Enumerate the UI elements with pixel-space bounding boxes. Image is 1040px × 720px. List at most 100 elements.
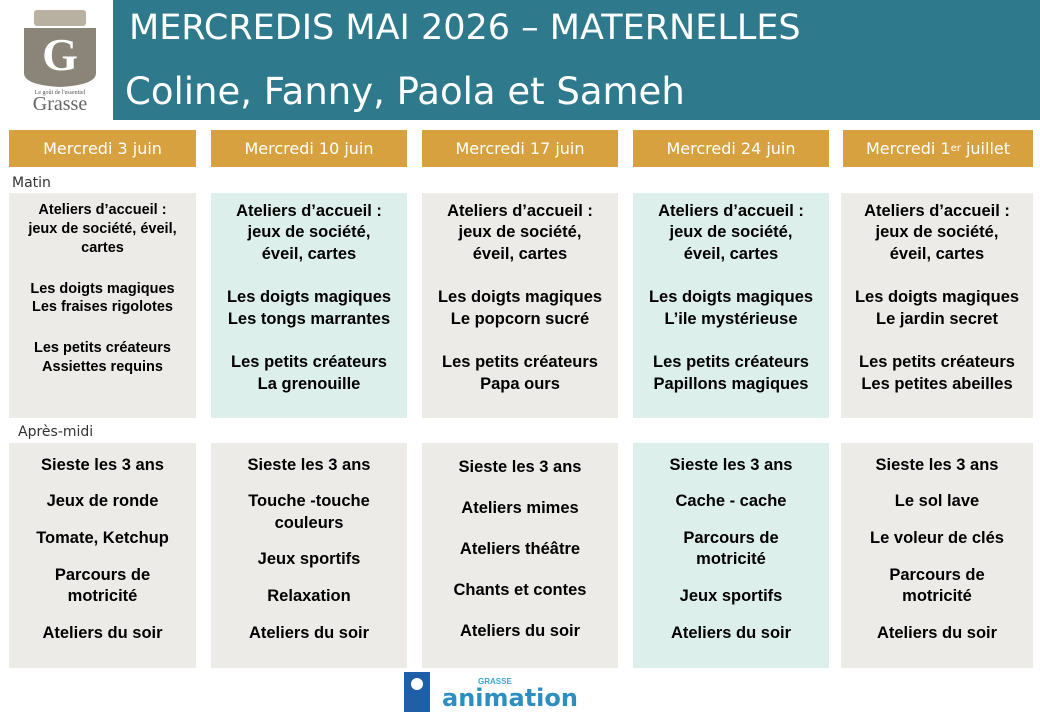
afternoon-box: Sieste les 3 ans Cache - cache Parcours de…	[633, 443, 829, 668]
activity: Parcours de	[54, 565, 151, 584]
activity-group: Sieste les 3 ans	[248, 455, 371, 476]
activity: Ateliers théâtre	[459, 539, 581, 558]
activity: Ateliers d’accueil :	[236, 202, 382, 220]
activity-group: Sieste les 3 ans	[876, 455, 999, 476]
activity-group: Les petits créateurs Assiettes requins	[34, 339, 171, 377]
activity-group: Jeux sportifs	[258, 549, 361, 570]
activity: Sieste les 3 ans	[247, 455, 371, 474]
logo-name: Grasse	[33, 93, 88, 112]
activity-group: Les petits créateurs Papa ours	[442, 352, 598, 395]
activity-group: Sieste les 3 ans	[670, 455, 793, 476]
activity: Jeux sportifs	[679, 587, 783, 606]
activity: Parcours de	[683, 529, 779, 548]
activity: Les petits créateurs	[859, 353, 1015, 372]
activity-group: Ateliers du soir	[671, 623, 791, 644]
activity-group: Les petits créateurs Papillons magiques	[653, 352, 809, 395]
activity: Sieste les 3 ans	[458, 457, 582, 476]
afternoon-box: Sieste les 3 ans Jeux de ronde Tomate, Ket…	[9, 443, 196, 668]
activity: Ateliers du soir	[876, 623, 998, 642]
afternoon-box: Sieste les 3 ans Touche -touche couleurs Je…	[211, 443, 407, 668]
activity: couleurs	[274, 513, 344, 532]
activity-group: Sieste les 3 ans	[459, 457, 582, 478]
activity: jeux de société,	[247, 223, 371, 242]
morning-box: Ateliers d’accueil : jeux de société, évei…	[841, 193, 1033, 418]
activity-group: Les doigts magiques Les tongs marrantes	[227, 287, 391, 330]
activity-group: Ateliers d’accueil : jeux de société, évei…	[236, 201, 382, 265]
activity-group: Parcours de motricité	[55, 565, 150, 608]
activity: Ateliers du soir	[248, 623, 370, 642]
activity-group: Tomate, Ketchup	[36, 528, 169, 549]
activity-group: Les petits créateurs La grenouille	[231, 352, 387, 395]
activity: jeux de société,	[458, 223, 582, 242]
activity-group: Cache - cache	[676, 491, 787, 512]
activity: Les fraises rigolotes	[31, 299, 173, 316]
activity: motricité	[902, 587, 972, 606]
activity: jeux de société, éveil,	[28, 220, 177, 237]
activity: Sieste les 3 ans	[669, 455, 793, 474]
activity-group: Ateliers d’accueil : jeux de société, évei…	[447, 201, 593, 265]
logo-tagline: Le goût de l'essentiel	[35, 90, 86, 96]
activity: éveil, cartes	[889, 244, 985, 263]
subtitle: Coline, Fanny, Paola et Sameh	[125, 70, 685, 113]
activity-group: Les doigts magiques Le jardin secret	[855, 287, 1019, 330]
activity: Relaxation	[267, 587, 351, 606]
afternoon-label: Après-midi	[18, 424, 94, 440]
activity: Sieste les 3 ans	[875, 455, 999, 474]
activity: Les doigts magiques	[648, 288, 814, 307]
morning-box: Ateliers d’accueil : jeux de société, évei…	[633, 193, 829, 418]
activity: Les doigts magiques	[30, 280, 175, 297]
activity: Sieste les 3 ans	[41, 455, 164, 474]
activity-group: Jeux de ronde	[47, 491, 159, 512]
date-end: juillet	[960, 139, 1010, 158]
date-header: Mercredi 17 juin	[422, 130, 618, 167]
date: Mercredi 10 juin	[244, 139, 374, 158]
date: Mercredi 24 juin	[666, 139, 796, 158]
activity: Les petits créateurs	[442, 353, 598, 372]
footer-name: animation	[442, 684, 578, 712]
activity: Touche -touche	[248, 492, 370, 511]
activity: jeux de société,	[875, 223, 999, 242]
activity: motricité	[696, 550, 766, 569]
activity: éveil, cartes	[472, 244, 568, 263]
activity: éveil, cartes	[683, 244, 779, 263]
activity: motricité	[67, 587, 138, 606]
activity: Les tongs marrantes	[227, 309, 391, 328]
activity: Ateliers du soir	[670, 623, 792, 642]
activity-group: Ateliers d’accueil : jeux de société, évei…	[864, 201, 1010, 265]
activity: Papillons magiques	[653, 374, 809, 393]
afternoon-box: Sieste les 3 ans Le sol lave Le voleur de …	[841, 443, 1033, 668]
activity: Parcours de	[889, 565, 985, 584]
activity: Les petits créateurs	[231, 353, 387, 372]
afternoon-box: Sieste les 3 ans Ateliers mimes Ateliers t…	[422, 443, 618, 668]
morning-box: Ateliers d’accueil : jeux de société, évei…	[211, 193, 407, 418]
activity: Ateliers d’accueil :	[658, 202, 804, 220]
activity: Ateliers d’accueil :	[447, 202, 593, 220]
activity-group: Ateliers mimes	[461, 498, 578, 519]
activity-group: Ateliers du soir	[460, 621, 580, 642]
activity: Les petites abeilles	[861, 374, 1013, 393]
date-header: Mercredi 1 er juillet	[843, 130, 1033, 167]
activity: Ateliers du soir	[459, 621, 581, 640]
activity-group: Sieste les 3 ans	[41, 455, 164, 476]
activity: La grenouille	[257, 374, 361, 393]
activity: L’ile mystérieuse	[664, 309, 798, 328]
activity: Le jardin secret	[876, 309, 998, 328]
activity: cartes	[81, 239, 124, 256]
date-header: Mercredi 10 juin	[211, 130, 407, 167]
activity: Tomate, Ketchup	[36, 529, 169, 548]
city-logo: G Le goût de l'essentiel Grasse	[24, 10, 96, 112]
activity: Les doigts magiques	[437, 288, 603, 307]
activity-group: Ateliers du soir	[877, 623, 997, 644]
activity: Les doigts magiques	[854, 288, 1020, 307]
activity: Papa ours	[480, 374, 560, 393]
activity: Les petits créateurs	[653, 353, 809, 372]
activity: Le popcorn sucré	[450, 309, 590, 328]
activity-group: Le sol lave	[895, 491, 979, 512]
title: MERCREDIS MAI 2026 – MATERNELLES	[129, 8, 801, 48]
activity-group: Le voleur de clés	[870, 528, 1004, 549]
date: Mercredi 1	[866, 139, 951, 158]
morning-label: Matin	[12, 175, 51, 191]
activity-group: Ateliers d’accueil : jeux de société, éve…	[28, 201, 176, 258]
activity-group: Les doigts magiques Les fraises rigolotes	[30, 280, 174, 318]
